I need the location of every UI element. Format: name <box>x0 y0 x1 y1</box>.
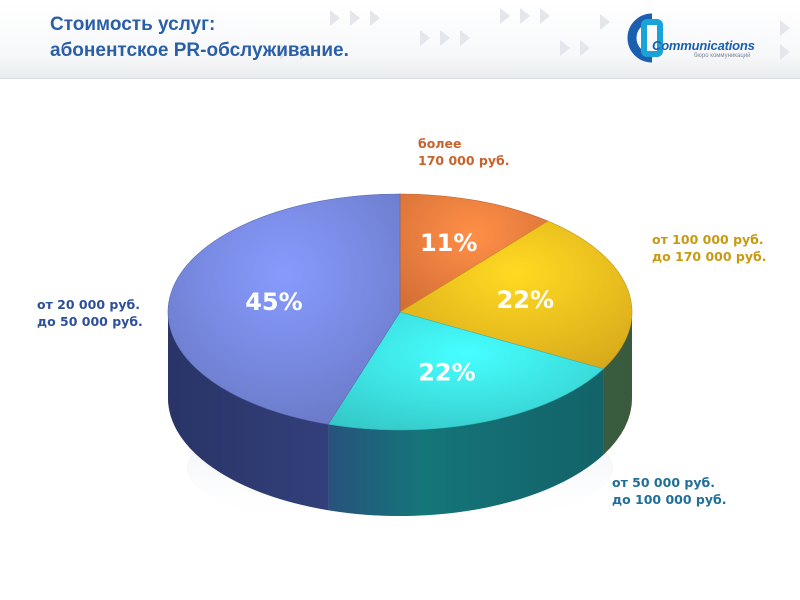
pie-top <box>167 193 633 431</box>
pie-percent-labels: 11% 22% 22% 45% <box>245 229 554 386</box>
company-logo: Communications бюро коммуникаций <box>622 12 772 64</box>
pie-wall-shade <box>168 312 632 516</box>
pie-slice-3 <box>167 193 401 425</box>
category-label-line1: от 100 000 руб. <box>652 232 764 247</box>
category-label-line2: до 50 000 руб. <box>37 314 143 329</box>
category-label: от 50 000 руб. до 100 000 руб. <box>612 474 727 508</box>
title-line-1: Стоимость услуг: <box>50 14 216 35</box>
pie-slice-0 <box>399 193 549 313</box>
header-bar: Стоимость услуг: абонентское PR-обслужив… <box>0 0 800 79</box>
category-label: более 170 000 руб. <box>418 135 509 169</box>
category-label-line1: более <box>418 136 462 151</box>
pie-slice-2 <box>327 311 604 431</box>
slice-percent-label: 22% <box>418 358 475 386</box>
category-label-line1: от 20 000 руб. <box>37 297 140 312</box>
pie-slice-1 <box>399 220 633 370</box>
category-label: от 20 000 руб. до 50 000 руб. <box>37 296 143 330</box>
cb-logo-icon <box>627 13 663 63</box>
category-label-line2: до 100 000 руб. <box>612 492 727 507</box>
slice-percent-label: 22% <box>497 286 554 314</box>
category-label: от 100 000 руб. до 170 000 руб. <box>652 231 767 265</box>
category-label-line2: 170 000 руб. <box>418 153 510 168</box>
header-arrow-pattern <box>280 8 790 60</box>
slice-percent-label: 11% <box>420 229 477 257</box>
title-line-2: абонентское PR-обслуживание. <box>50 40 349 61</box>
pie-side-walls <box>168 312 632 516</box>
logo-text: Communications <box>652 38 755 53</box>
slice-percent-label: 45% <box>245 288 302 316</box>
category-label-line2: до 170 000 руб. <box>652 249 767 264</box>
category-label-line1: от 50 000 руб. <box>612 475 715 490</box>
logo-subtitle: бюро коммуникаций <box>694 53 751 59</box>
page-title: Стоимость услуг: абонентское PR-обслужив… <box>50 12 349 64</box>
